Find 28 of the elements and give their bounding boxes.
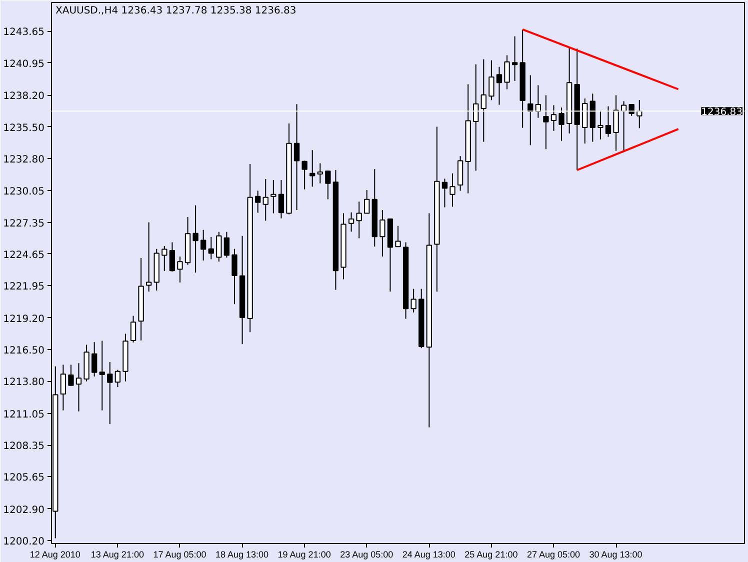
x-tick-label: 19 Aug 21:00 — [278, 550, 331, 560]
y-tick-label: 1227.35 — [3, 218, 45, 230]
y-tick-label: 1224.65 — [3, 250, 45, 261]
chart-title: XAUUSD.,H4 1236.43 1237.78 1235.38 1236.83 — [56, 6, 296, 16]
y-tick-label: 1230.05 — [3, 186, 45, 198]
y-tick-label: 1221.95 — [3, 282, 45, 293]
y-tick-label: 1208.35 — [3, 441, 45, 452]
y-tick-label: 1238.20 — [3, 91, 45, 102]
y-tick-label: 1211.05 — [3, 409, 45, 420]
x-tick-label: 17 Aug 05:00 — [153, 550, 206, 560]
y-tick-label: 1216.50 — [3, 345, 45, 356]
y-tick-label: 1205.65 — [3, 472, 45, 484]
y-tick-label: 1219.20 — [3, 314, 45, 325]
x-tick-label: 24 Aug 13:00 — [402, 550, 456, 560]
y-tick-label: 1200.20 — [3, 536, 45, 548]
y-tick-label: 1213.80 — [3, 377, 45, 388]
x-tick-label: 25 Aug 21:00 — [464, 550, 518, 560]
x-tick-label: 13 Aug 21:00 — [90, 550, 144, 560]
y-tick-label: 1202.90 — [3, 504, 45, 516]
x-tick-label: 30 Aug 13:00 — [589, 550, 642, 560]
x-tick-label: 12 Aug 2010 — [30, 550, 80, 560]
x-tick-label: 18 Aug 13:00 — [215, 550, 269, 560]
y-tick-label: 1240.95 — [3, 58, 45, 70]
x-tick-label: 27 Aug 05:00 — [526, 550, 580, 560]
x-tick-label: 23 Aug 05:00 — [340, 550, 394, 560]
y-tick-label: 1243.65 — [3, 27, 45, 38]
y-tick-label: 1235.50 — [3, 122, 45, 134]
y-tick-label: 1232.80 — [3, 154, 45, 166]
